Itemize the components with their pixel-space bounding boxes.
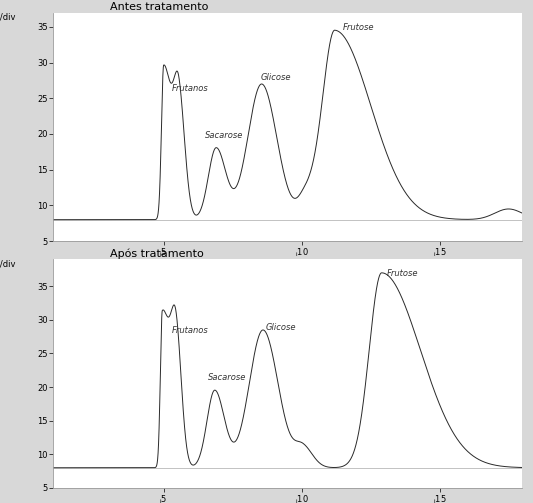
Y-axis label: mV/div: mV/div [0,260,16,269]
Text: Após tratamento: Após tratamento [110,248,203,259]
Y-axis label: mV/div: mV/div [0,13,16,22]
Text: Glicose: Glicose [260,73,290,82]
Text: Frutose: Frutose [387,269,418,278]
Text: Glicose: Glicose [266,323,296,332]
Text: Frutanos: Frutanos [172,326,209,336]
Text: Sacarose: Sacarose [205,131,244,139]
Text: Minutes: Minutes [489,260,522,269]
Text: Frutanos: Frutanos [172,84,209,93]
Text: Sacarose: Sacarose [208,373,246,382]
Text: Frutose: Frutose [343,24,375,32]
Text: Antes tratamento: Antes tratamento [110,2,208,12]
